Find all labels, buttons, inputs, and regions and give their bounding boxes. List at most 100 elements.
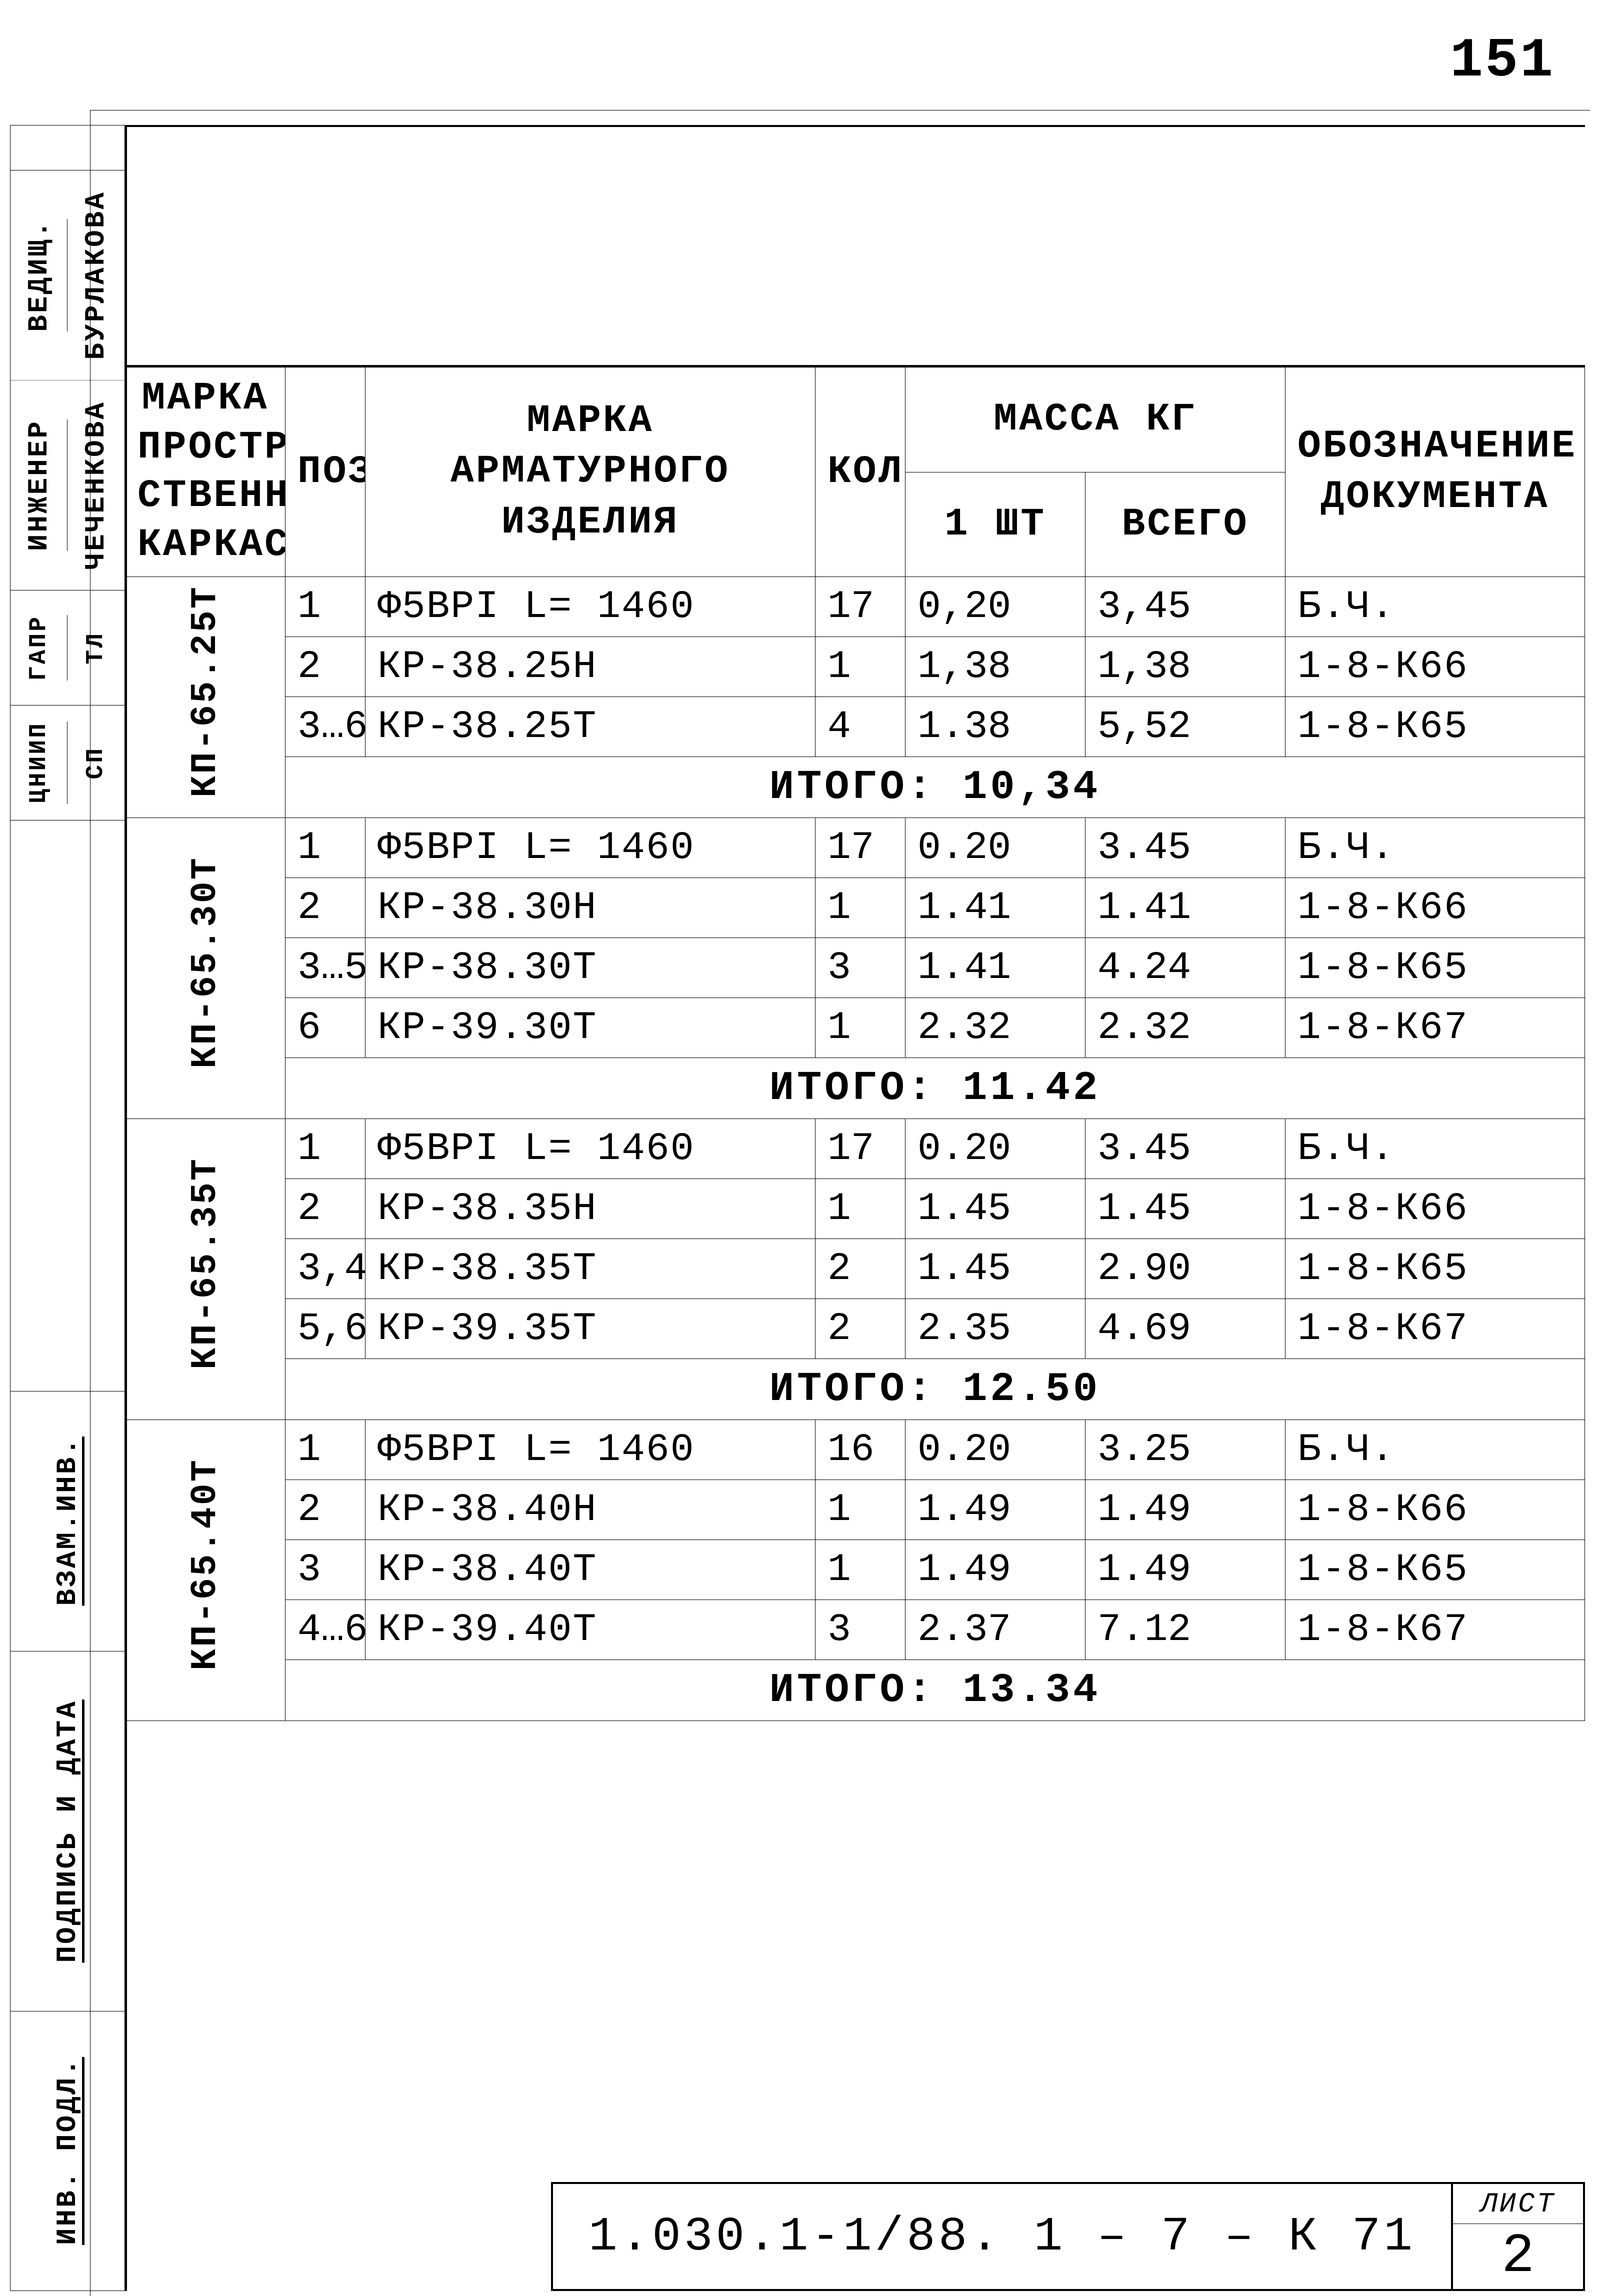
cell-doc: 1-8-К65 bbox=[1286, 938, 1585, 998]
cell-mass-all: 1.41 bbox=[1086, 878, 1286, 938]
strip-label: ЦНИИП bbox=[26, 722, 52, 804]
cell-mass-one: 1,38 bbox=[906, 637, 1086, 697]
cell-doc: 1-8-К65 bbox=[1286, 697, 1585, 757]
cell-product: КР-38.40Т bbox=[366, 1540, 816, 1600]
cell-total: ИТОГО: 13.34 bbox=[286, 1660, 1585, 1721]
cell-poz: 3…6 bbox=[286, 697, 366, 757]
cell-product: КР-38.30Н bbox=[366, 878, 816, 938]
hdr-poz: ПОЗ. bbox=[286, 368, 366, 577]
cell-doc: 1-8-К67 bbox=[1286, 998, 1585, 1058]
table-row: 3…5КР-38.30Т31.414.241-8-К65 bbox=[126, 938, 1585, 998]
row-total: ИТОГО: 12.50 bbox=[126, 1359, 1585, 1420]
hdr-mass-all: ВСЕГО bbox=[1086, 472, 1286, 577]
hdr-mark: МАРКА ПРОСТРА СТВЕННОГО КАРКАСА bbox=[126, 368, 286, 577]
cell-product: КР-39.35Т bbox=[366, 1299, 816, 1359]
cell-mass-all: 4.24 bbox=[1086, 938, 1286, 998]
hdr-mass-one: 1 ШТ bbox=[906, 472, 1086, 577]
table-row: КП-65.25Т1Ф5ВРI L= 1460170,203,45Б.Ч. bbox=[126, 577, 1585, 637]
row-total: ИТОГО: 13.34 bbox=[126, 1660, 1585, 1721]
cell-kol: 16 bbox=[816, 1420, 906, 1480]
table-row: 6КР-39.30Т12.322.321-8-К67 bbox=[126, 998, 1585, 1058]
cell-poz: 3,4 bbox=[286, 1239, 366, 1299]
strip-label: СП bbox=[82, 746, 110, 780]
cell-mass-one: 2.35 bbox=[906, 1299, 1086, 1359]
table-row: 3…6КР-38.25Т41.385,521-8-К65 bbox=[126, 697, 1585, 757]
cell-total: ИТОГО: 11.42 bbox=[286, 1058, 1585, 1119]
cell-poz: 2 bbox=[286, 1179, 366, 1239]
spec-table-wrap: МАРКА ПРОСТРА СТВЕННОГО КАРКАСА ПОЗ. МАР… bbox=[125, 365, 1585, 1721]
cell-kol: 17 bbox=[816, 1119, 906, 1179]
cell-mass-all: 1.49 bbox=[1086, 1540, 1286, 1600]
cell-product: КР-38.30Т bbox=[366, 938, 816, 998]
table-row: 2КР-38.30Н11.411.411-8-К66 bbox=[126, 878, 1585, 938]
cell-mass-one: 1.45 bbox=[906, 1179, 1086, 1239]
cell-mass-all: 3.45 bbox=[1086, 818, 1286, 878]
cell-product: КР-38.35Н bbox=[366, 1179, 816, 1239]
cell-mass-one: 1.49 bbox=[906, 1540, 1086, 1600]
strip-label: ТЛ bbox=[82, 632, 110, 664]
cell-product: КР-39.30Т bbox=[366, 998, 816, 1058]
cell-poz: 2 bbox=[286, 878, 366, 938]
cell-total: ИТОГО: 10,34 bbox=[286, 757, 1585, 818]
cell-product: Ф5ВРI L= 1460 bbox=[366, 1420, 816, 1480]
cell-product: КР-38.25Т bbox=[366, 697, 816, 757]
strip-label: ЧЕЧЕНКОВА bbox=[80, 400, 112, 570]
table-row: 2КР-38.35Н11.451.451-8-К66 bbox=[126, 1179, 1585, 1239]
cell-doc: 1-8-К67 bbox=[1286, 1600, 1585, 1660]
table-row: КП-65.30Т1Ф5ВРI L= 1460170.203.45Б.Ч. bbox=[126, 818, 1585, 878]
cell-mass-all: 5,52 bbox=[1086, 697, 1286, 757]
cell-kol: 3 bbox=[816, 1600, 906, 1660]
cell-doc: 1-8-К66 bbox=[1286, 878, 1585, 938]
cell-product: КР-38.25Н bbox=[366, 637, 816, 697]
cell-doc: 1-8-К65 bbox=[1286, 1540, 1585, 1600]
cell-kol: 17 bbox=[816, 818, 906, 878]
cell-mass-one: 2.32 bbox=[906, 998, 1086, 1058]
strip-label: ИНВ. ПОДЛ. bbox=[52, 2057, 84, 2245]
hdr-mass: МАССА КГ bbox=[906, 368, 1286, 472]
cell-mass-one: 2.37 bbox=[906, 1600, 1086, 1660]
cell-kol: 1 bbox=[816, 878, 906, 938]
cell-doc: 1-8-К66 bbox=[1286, 1179, 1585, 1239]
cell-mass-one: 0.20 bbox=[906, 818, 1086, 878]
cell-doc: Б.Ч. bbox=[1286, 577, 1585, 637]
cell-kol: 2 bbox=[816, 1299, 906, 1359]
hdr-product: МАРКА АРМАТУРНОГО ИЗДЕЛИЯ bbox=[366, 368, 816, 577]
strip-label: ГАПР bbox=[26, 615, 52, 680]
cell-poz: 3…5 bbox=[286, 938, 366, 998]
cell-mass-all: 7.12 bbox=[1086, 1600, 1286, 1660]
cell-total: ИТОГО: 12.50 bbox=[286, 1359, 1585, 1420]
strip-label: БУРЛАКОВА bbox=[80, 190, 112, 360]
spec-table: МАРКА ПРОСТРА СТВЕННОГО КАРКАСА ПОЗ. МАР… bbox=[125, 367, 1585, 1721]
cell-product: Ф5ВРI L= 1460 bbox=[366, 577, 816, 637]
cell-poz: 1 bbox=[286, 1420, 366, 1480]
cell-mass-all: 3.25 bbox=[1086, 1420, 1286, 1480]
cell-mass-all: 4.69 bbox=[1086, 1299, 1286, 1359]
cell-kol: 17 bbox=[816, 577, 906, 637]
cell-poz: 2 bbox=[286, 1480, 366, 1540]
cell-kol: 1 bbox=[816, 637, 906, 697]
cell-product: КР-38.40Н bbox=[366, 1480, 816, 1540]
cell-doc: 1-8-К66 bbox=[1286, 637, 1585, 697]
cell-mass-one: 1.49 bbox=[906, 1480, 1086, 1540]
cell-poz: 1 bbox=[286, 818, 366, 878]
doc-number: 1.030.1-1/88. 1 – 7 – К 71 bbox=[553, 2184, 1453, 2289]
title-block: 1.030.1-1/88. 1 – 7 – К 71 ЛИСТ 2 bbox=[551, 2182, 1585, 2291]
strip-label: ИНЖЕНЕР bbox=[23, 420, 55, 551]
group-mark: КП-65.40Т bbox=[126, 1420, 286, 1721]
cell-product: КР-39.40Т bbox=[366, 1600, 816, 1660]
table-row: КП-65.40Т1Ф5ВРI L= 1460160.203.25Б.Ч. bbox=[126, 1420, 1585, 1480]
strip-label: ПОДПИСЬ И ДАТА bbox=[52, 1700, 84, 1962]
strip-label: ВЗАМ.ИНВ. bbox=[52, 1436, 84, 1606]
cell-poz: 5,6 bbox=[286, 1299, 366, 1359]
cell-mass-one: 1.45 bbox=[906, 1239, 1086, 1299]
cell-poz: 4…6 bbox=[286, 1600, 366, 1660]
cell-poz: 3 bbox=[286, 1540, 366, 1600]
cell-mass-all: 3.45 bbox=[1086, 1119, 1286, 1179]
cell-mass-one: 0.20 bbox=[906, 1119, 1086, 1179]
row-total: ИТОГО: 11.42 bbox=[126, 1058, 1585, 1119]
table-row: 4…6КР-39.40Т32.377.121-8-К67 bbox=[126, 1600, 1585, 1660]
cell-mass-one: 0.20 bbox=[906, 1420, 1086, 1480]
cell-kol: 1 bbox=[816, 998, 906, 1058]
cell-kol: 4 bbox=[816, 697, 906, 757]
cell-kol: 1 bbox=[816, 1179, 906, 1239]
